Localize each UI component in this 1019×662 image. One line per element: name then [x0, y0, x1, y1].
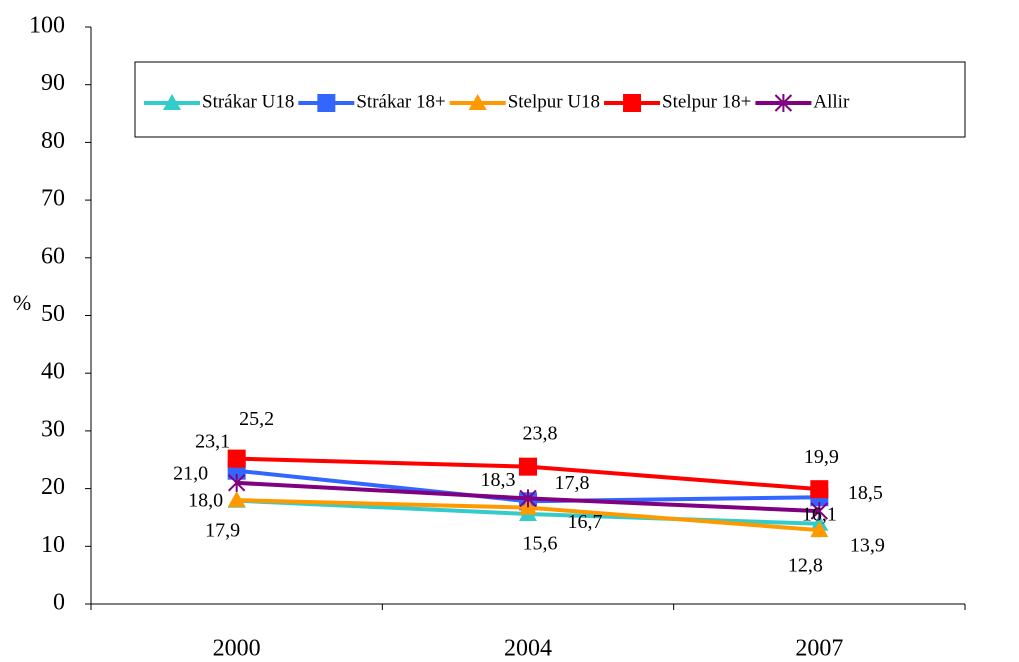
data-label: 18,5: [848, 482, 883, 504]
data-label: 12,8: [788, 555, 823, 577]
y-tick-label: 10: [41, 532, 65, 558]
legend-label: Allir: [813, 91, 850, 112]
legend-label: Strákar 18+: [356, 91, 445, 112]
y-tick-label: 60: [41, 243, 65, 269]
legend-label: Strákar U18: [202, 91, 294, 112]
data-label: 16,1: [802, 504, 837, 526]
marker: [227, 491, 246, 508]
legend-label: Stelpur U18: [508, 91, 600, 112]
legend-box: [134, 61, 966, 138]
marker: [774, 94, 793, 112]
y-tick-label: 50: [41, 301, 65, 327]
x-tick-label: 2007: [795, 636, 843, 662]
data-label: 23,1: [195, 430, 230, 452]
marker: [227, 449, 246, 468]
data-label: 23,8: [523, 422, 558, 444]
data-label: 25,2: [239, 408, 274, 430]
data-label: 21,0: [173, 462, 208, 484]
data-label: 13,9: [850, 534, 885, 556]
x-tick-label: 2000: [213, 636, 261, 662]
legend-label: Stelpur 18+: [662, 91, 751, 112]
marker: [163, 94, 181, 110]
x-tick-label: 2004: [504, 636, 552, 662]
y-tick-label: 80: [41, 128, 65, 154]
marker: [468, 94, 487, 110]
marker: [519, 489, 537, 508]
y-axis-label: %: [13, 290, 31, 315]
y-tick-label: 20: [41, 474, 65, 500]
data-label: 15,6: [523, 533, 558, 555]
marker: [317, 94, 336, 112]
marker: [810, 480, 829, 499]
y-tick-label: 30: [41, 416, 65, 442]
y-tick-label: 0: [53, 590, 65, 616]
marker: [810, 502, 829, 521]
data-label: 17,9: [205, 519, 240, 541]
marker: [623, 94, 642, 112]
y-tick-label: 100: [29, 13, 65, 39]
data-label: 18,0: [188, 490, 223, 512]
marker: [519, 457, 537, 476]
legend: Strákar U18 Strákar 18+ Stelpur U18 Stelpur…: [144, 91, 850, 112]
y-tick-label: 40: [41, 359, 65, 385]
marker: [810, 521, 829, 538]
data-label: 18,3: [481, 469, 516, 491]
data-label: 19,9: [804, 446, 839, 468]
y-tick-label: 70: [41, 186, 65, 212]
y-tick-label: 90: [41, 70, 65, 96]
data-label: 17,8: [555, 472, 590, 494]
marker: [227, 473, 246, 492]
data-label: 16,7: [568, 511, 603, 533]
